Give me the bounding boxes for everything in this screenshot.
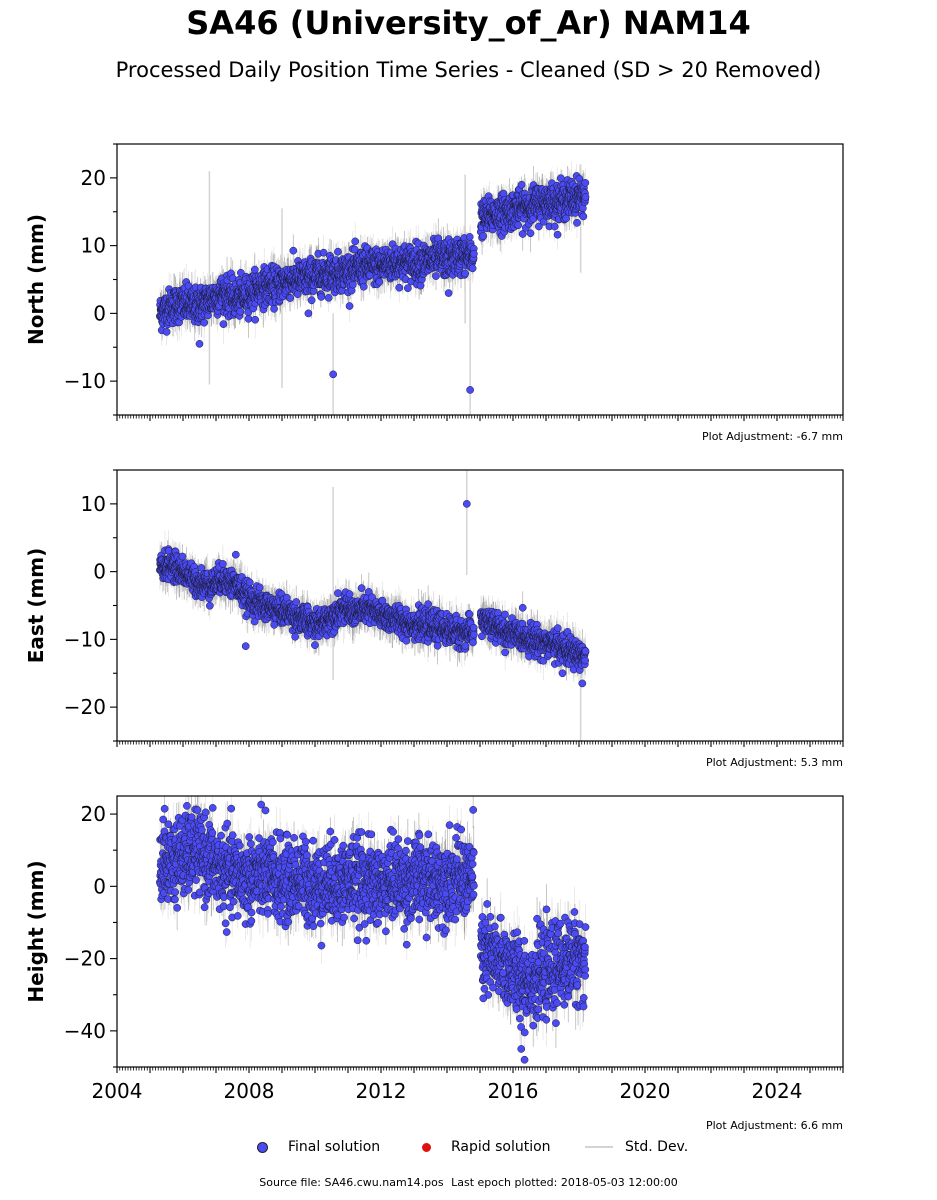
panel-north: −10 0 10 20 North (mm) Plot Adjustment: -6.7 … — [24, 143, 844, 443]
final-solution-point — [270, 304, 278, 313]
final-solution-point — [348, 280, 357, 289]
final-solution-point — [329, 370, 337, 379]
final-solution-point — [403, 284, 412, 293]
final-solution-point — [334, 247, 342, 256]
final-solution-point — [468, 264, 477, 273]
final-solution-point — [550, 222, 559, 231]
final-solution-point — [556, 174, 565, 183]
final-solution-point — [219, 320, 228, 328]
final-solution-point — [553, 230, 562, 239]
final-solution-point — [304, 309, 313, 318]
final-solution-point — [236, 307, 245, 316]
final-solution-point — [526, 229, 535, 238]
final-solution-point — [345, 302, 354, 310]
plot-adjustment-text: Plot Adjustment: -6.7 mm — [702, 430, 843, 443]
final-solution-point — [416, 281, 425, 290]
final-solution-point — [286, 294, 295, 302]
final-solution-point — [307, 296, 316, 305]
figure-title: SA46 (University_of_Ar) NAM14 — [186, 4, 751, 42]
final-solution-point — [432, 272, 440, 280]
final-solution-point — [250, 265, 259, 274]
plot-area-north — [156, 162, 590, 415]
y-tick-label: 10 — [81, 234, 106, 258]
final-solution-point — [319, 248, 328, 257]
final-solution-point — [581, 193, 590, 201]
final-solution-point — [200, 318, 209, 327]
y-tick-label: 0 — [93, 301, 106, 325]
final-solution-point — [517, 180, 526, 189]
final-solution-point — [444, 289, 453, 297]
final-solution-point — [350, 245, 359, 254]
final-solution-point — [244, 314, 253, 323]
final-solution-point — [289, 246, 298, 255]
final-solution-point — [479, 232, 488, 240]
final-solution-point — [324, 293, 333, 302]
final-solution-point — [395, 283, 404, 292]
chart-canvas: −10 0 10 20 North (mm) Plot Adjustment: -6.7 … — [24, 143, 844, 1132]
y-tick-label: 20 — [81, 166, 106, 190]
final-solution-point — [359, 282, 368, 291]
final-solution-point — [470, 249, 478, 258]
final-solution-point — [461, 269, 470, 278]
final-solution-point — [465, 233, 474, 241]
final-solution-point — [317, 293, 326, 301]
final-solution-point — [236, 268, 245, 277]
final-solution-point — [251, 315, 260, 324]
y-axis-label: North (mm) — [24, 214, 48, 345]
final-solution-point — [514, 221, 523, 230]
final-solution-point — [579, 212, 588, 221]
final-solution-point — [195, 340, 204, 348]
y-tick-label: −10 — [64, 369, 106, 393]
final-solution-point — [581, 178, 590, 187]
final-solution-point — [351, 237, 360, 246]
final-solution-point — [466, 386, 474, 394]
plot-area-east — [156, 470, 590, 741]
final-solution-point — [375, 278, 384, 286]
final-solution-point — [573, 219, 581, 227]
figure-subtitle: Processed Daily Position Time Series - C… — [115, 58, 822, 82]
final-solution-point — [162, 328, 171, 336]
